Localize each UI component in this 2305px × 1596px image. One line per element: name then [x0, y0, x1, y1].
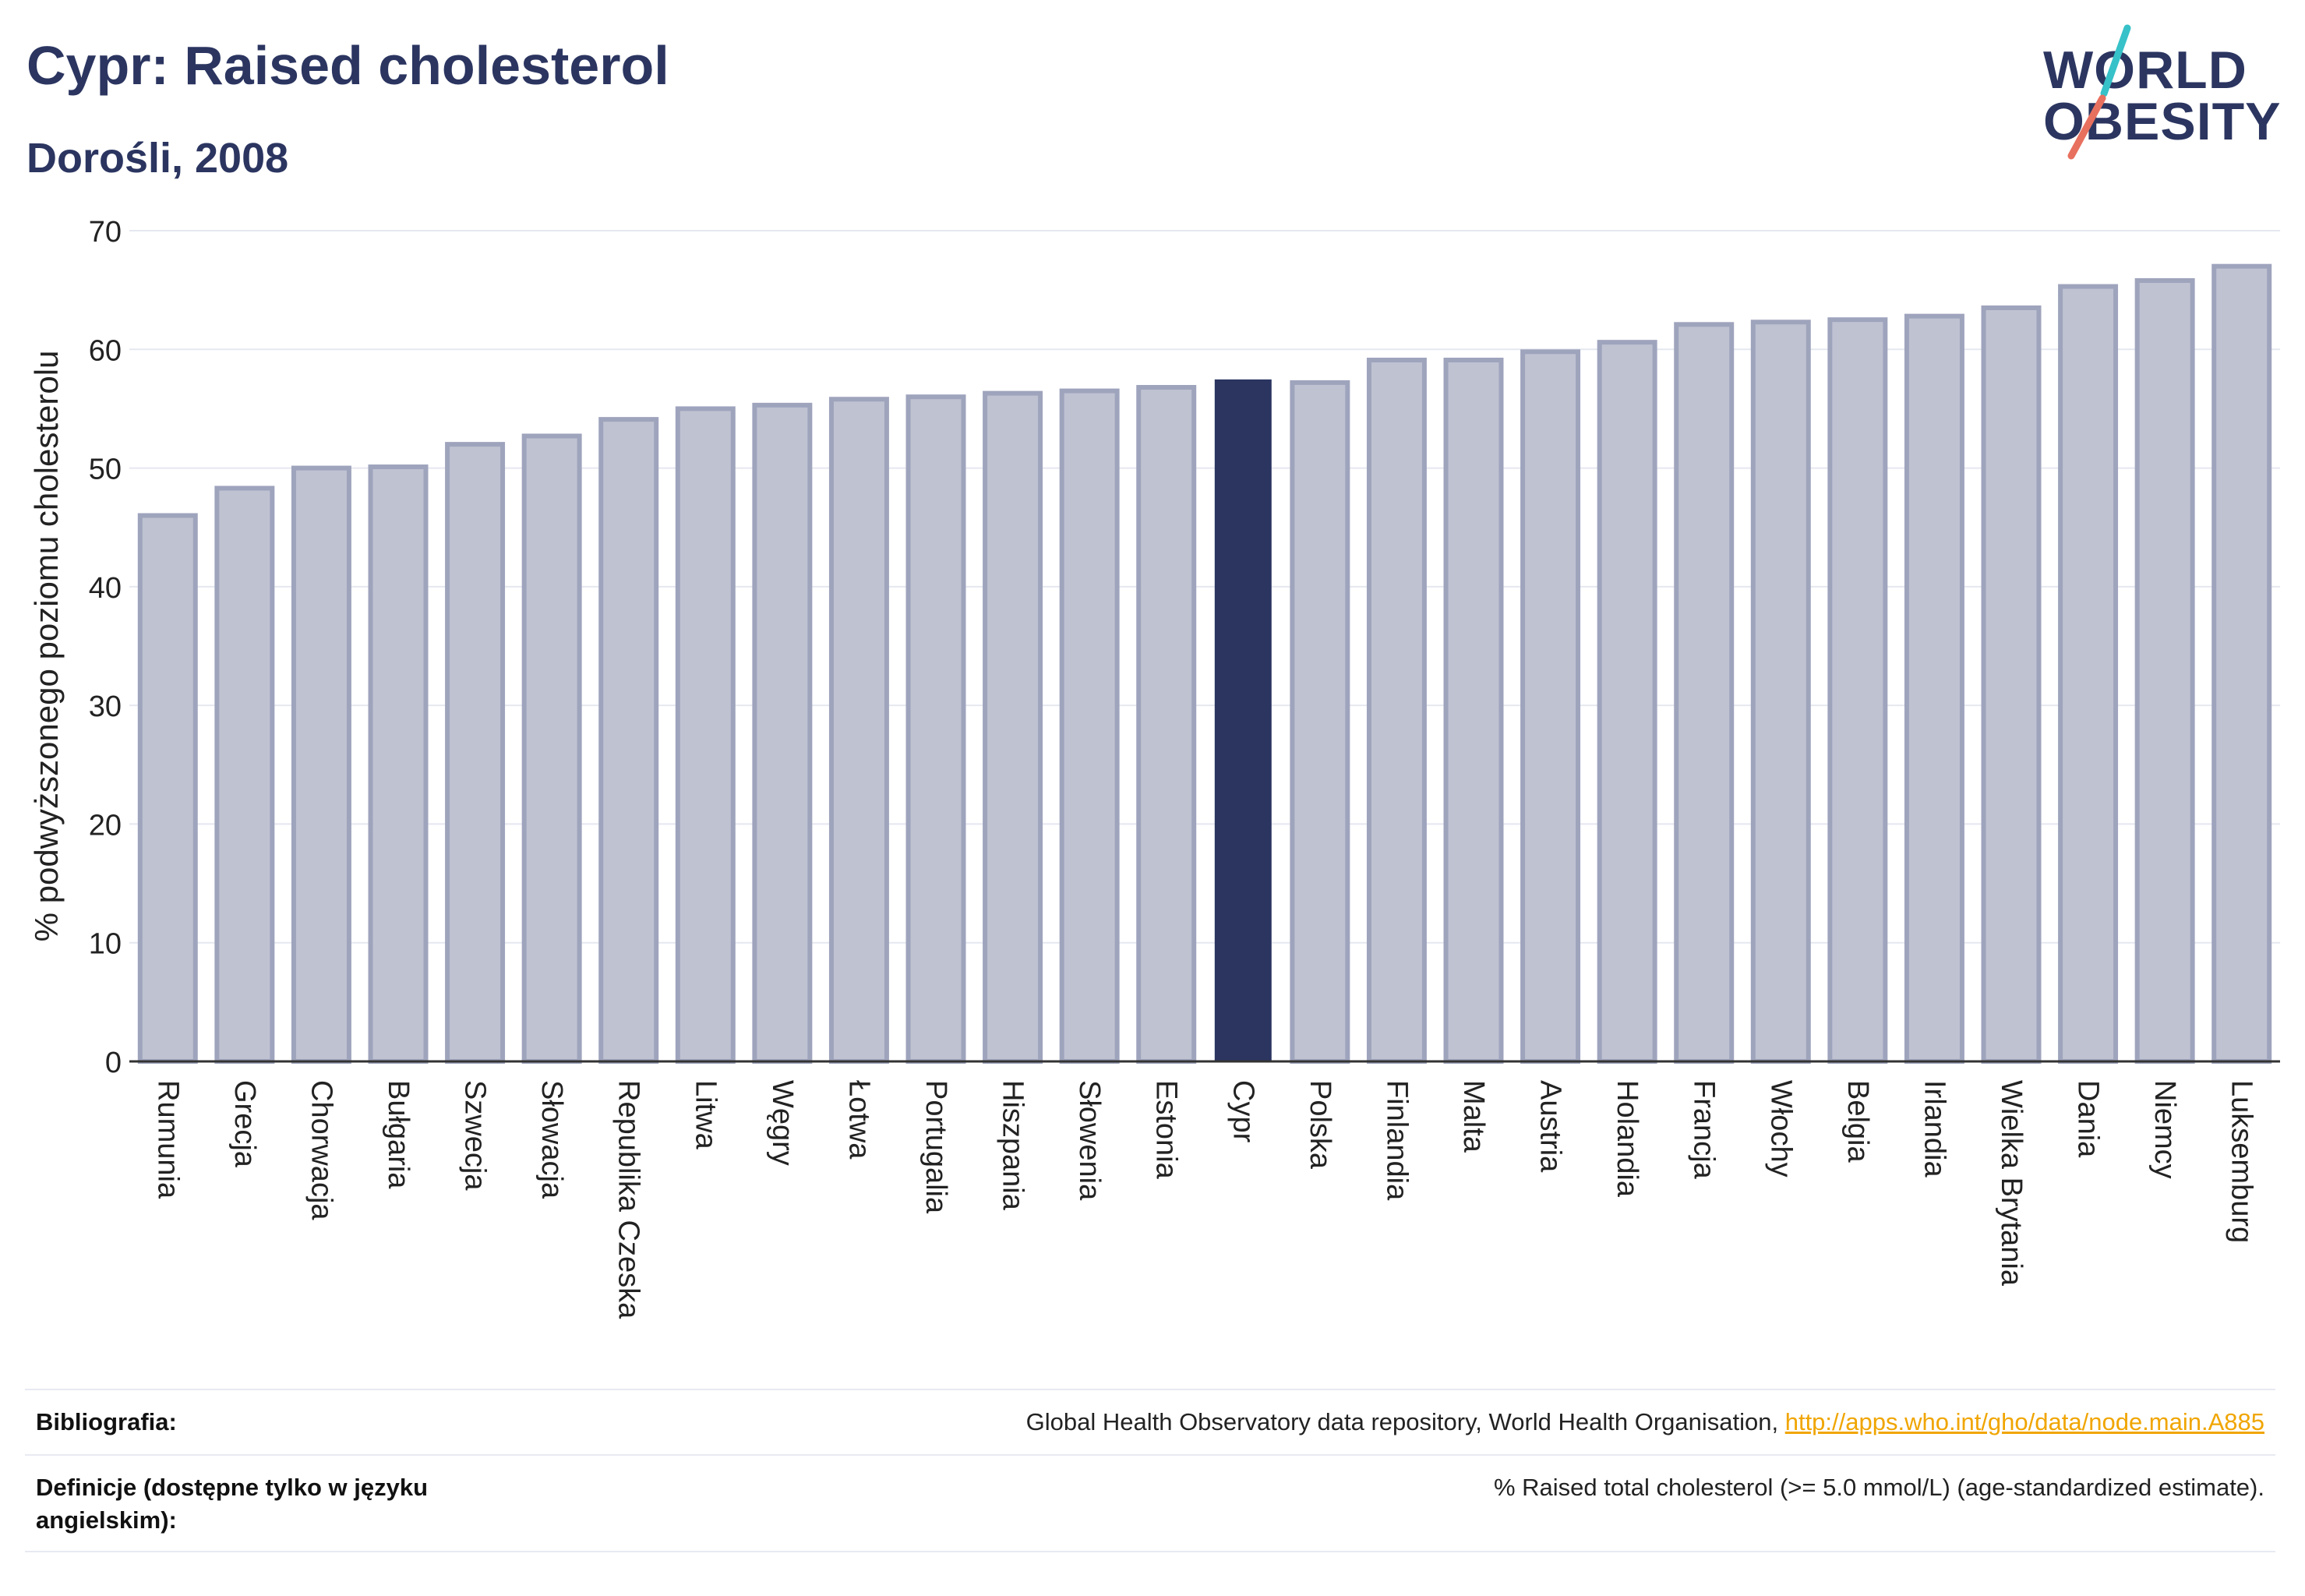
y-tick-label: 50 — [89, 454, 122, 486]
bibliography-value: Global Health Observatory data repositor… — [1026, 1406, 2264, 1439]
chart-subtitle: Dorośli, 2008 — [26, 135, 289, 182]
bar — [291, 465, 351, 1064]
x-tick-label: Portugalia — [920, 1080, 952, 1214]
bar — [1290, 380, 1350, 1064]
x-tick-label: Rumunia — [151, 1080, 184, 1199]
bar — [368, 464, 429, 1064]
bar — [1981, 305, 2042, 1064]
bar — [1366, 357, 1427, 1064]
bar — [1750, 320, 1811, 1064]
x-tick-label: Francja — [1688, 1080, 1721, 1180]
y-axis-label: % podwyższonego poziomu cholesterolu — [28, 351, 65, 942]
bar — [1904, 313, 1964, 1065]
definition-value: % Raised total cholesterol (>= 5.0 mmol/… — [1493, 1474, 2264, 1501]
x-tick-label: Słowacja — [535, 1080, 568, 1199]
y-tick-label: 60 — [89, 334, 122, 367]
x-tick-label: Słowenia — [1073, 1080, 1106, 1201]
bibliography-link[interactable]: http://apps.who.int/gho/data/node.main.A… — [1784, 1408, 2264, 1435]
bar — [1827, 317, 1888, 1064]
x-tick-label: Łotwa — [842, 1080, 875, 1160]
x-tick-label: Malta — [1457, 1080, 1490, 1153]
footer-bottom-divider — [25, 1551, 2275, 1552]
logo-slash-icon — [2067, 24, 2131, 160]
definition-row: Definicje (dostępne tylko w języku angie… — [25, 1454, 2275, 1552]
y-tick-label: 10 — [89, 928, 122, 961]
bar — [675, 406, 736, 1064]
definition-label: Definicje (dostępne tylko w języku angie… — [36, 1474, 429, 1534]
y-tick-label: 20 — [89, 809, 122, 842]
logo-line-1: WORLD — [2043, 41, 2247, 100]
bar — [1443, 357, 1504, 1064]
chart-title: Cypr: Raised cholesterol — [26, 35, 669, 96]
bar — [1674, 322, 1735, 1064]
world-obesity-logo: WORLD OBESITY — [2034, 22, 2291, 162]
y-tick-label: 70 — [89, 216, 122, 249]
bar — [598, 417, 659, 1064]
bibliography-label: Bibliografia: — [36, 1408, 177, 1435]
bar — [2134, 277, 2195, 1064]
y-tick-label: 0 — [105, 1047, 122, 1079]
x-tick-label: Estonia — [1150, 1080, 1183, 1180]
x-tick-label: Finlandia — [1380, 1080, 1413, 1201]
bar-chart: 0 10 20 30 40 50 60 70 % podwyższonego poziomu c… — [28, 216, 2280, 1319]
x-tick-label: Luksemburg — [2226, 1080, 2258, 1243]
bar — [828, 397, 889, 1064]
bar — [2058, 284, 2119, 1064]
x-tick-label: Polska — [1304, 1080, 1336, 1170]
x-tick-label: Cypr — [1227, 1080, 1259, 1143]
x-tick-label: Hiszpania — [997, 1080, 1029, 1211]
bar — [1597, 340, 1657, 1064]
x-tick-label: Niemcy — [2148, 1080, 2181, 1179]
bibliography-text: Global Health Observatory data repositor… — [1025, 1408, 1785, 1435]
bar — [1059, 388, 1120, 1065]
x-tick-label: Austria — [1534, 1080, 1567, 1173]
bar — [752, 402, 813, 1064]
x-tick-label: Wielka Brytania — [1995, 1080, 2028, 1287]
bar — [2211, 263, 2272, 1064]
x-tick-label: Republika Czeska — [612, 1080, 645, 1319]
bar — [1520, 349, 1581, 1064]
bar — [521, 433, 582, 1064]
bar — [137, 513, 198, 1064]
x-tick-label: Szwecja — [459, 1080, 492, 1191]
x-tick-label: Holandia — [1611, 1080, 1643, 1198]
x-tick-label: Bułgaria — [382, 1080, 415, 1189]
x-tick-label: Węgry — [766, 1080, 799, 1166]
bar-highlighted — [1214, 379, 1272, 1062]
bar — [214, 486, 275, 1064]
x-tick-label: Irlandia — [1918, 1080, 1950, 1178]
bar — [1136, 385, 1197, 1064]
x-tick-label: Dania — [2072, 1080, 2105, 1158]
x-tick-label: Grecja — [228, 1080, 261, 1168]
x-tick-label: Litwa — [689, 1080, 722, 1150]
bar — [905, 394, 966, 1064]
y-tick-label: 30 — [89, 690, 122, 723]
x-tick-label: Włochy — [1764, 1080, 1797, 1178]
bar — [445, 442, 506, 1064]
bibliography-row: Bibliografia: Global Health Observatory … — [25, 1389, 2275, 1456]
y-tick-label: 40 — [89, 572, 122, 605]
x-tick-label: Chorwacja — [305, 1080, 337, 1220]
bar — [983, 390, 1043, 1065]
x-tick-label: Belgia — [1841, 1080, 1874, 1163]
